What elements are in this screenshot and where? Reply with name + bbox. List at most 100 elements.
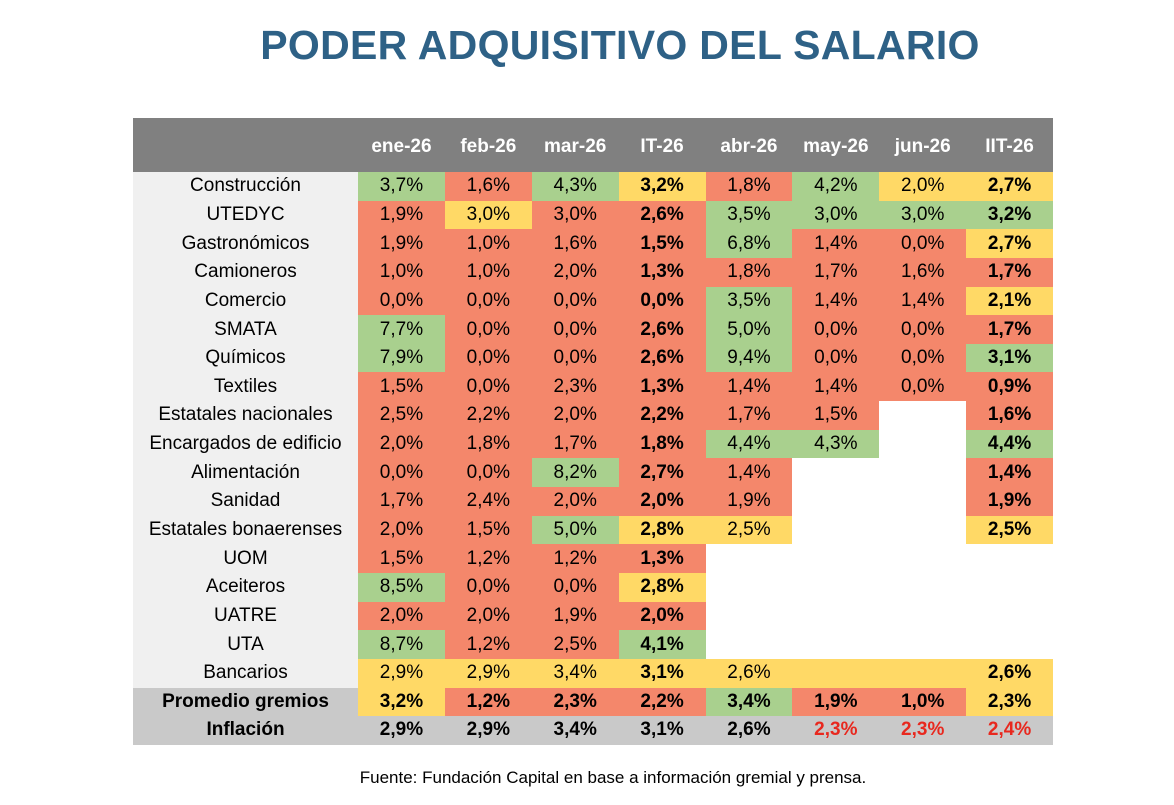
value-cell <box>792 515 880 545</box>
value-cell: 8,2% <box>531 458 619 488</box>
row-label: Sanidad <box>133 487 358 516</box>
value-cell <box>792 572 880 602</box>
value-cell: 0,0% <box>879 315 967 344</box>
value-cell: 2,2% <box>618 687 706 717</box>
table-row: Inflación 2,9% 2,9% 3,4% 3,1% 2,6% 2,3% 2,3% 2,4… <box>133 716 1053 745</box>
value-cell: 1,3% <box>618 372 706 402</box>
value-cell: 0,0% <box>358 286 445 316</box>
row-label: Estatales nacionales <box>133 401 358 430</box>
value-cell: 0,0% <box>879 372 967 402</box>
row-label: SMATA <box>133 315 358 344</box>
value-cell: 1,9% <box>792 687 880 717</box>
value-cell: 1,5% <box>792 401 880 430</box>
value-cell: 1,8% <box>705 257 793 287</box>
table-row: Químicos 7,9% 0,0% 0,0% 2,6% 9,4% 0,0% 0,0% 3,1% <box>133 343 1053 373</box>
value-cell: 1,7% <box>705 401 793 430</box>
value-cell: 3,5% <box>705 286 793 316</box>
table-row: SMATA 7,7% 0,0% 0,0% 2,6% 5,0% 0,0% 0,0% 1,7% <box>133 315 1053 344</box>
value-cell: 2,2% <box>444 401 532 430</box>
row-label: Encargados de edificio <box>133 429 358 459</box>
value-cell: 3,0% <box>879 200 967 230</box>
table-row: Sanidad 1,7% 2,4% 2,0% 2,0% 1,9% 1,9% <box>133 487 1053 516</box>
row-label: Camioneros <box>133 257 358 287</box>
value-cell: 1,9% <box>966 487 1053 516</box>
value-cell: 1,8% <box>705 172 793 201</box>
column-header: IT-26 <box>640 136 684 157</box>
table: ene-26 feb-26 mar-26 IT-26 abr-26 may-26 jun-2… <box>133 118 1053 745</box>
value-cell: 6,8% <box>705 229 793 258</box>
value-cell: 3,4% <box>705 687 793 717</box>
value-cell: 1,9% <box>358 200 445 230</box>
value-cell: 9,4% <box>705 343 793 373</box>
row-label: Promedio gremios <box>133 687 358 717</box>
value-cell: 1,5% <box>618 229 706 258</box>
value-cell: 2,4% <box>444 487 532 516</box>
value-cell: 0,0% <box>792 343 880 373</box>
value-cell: 2,0% <box>531 401 619 430</box>
value-cell: 2,6% <box>618 200 706 230</box>
value-cell: 2,8% <box>618 572 706 602</box>
value-cell: 2,0% <box>444 601 532 631</box>
value-cell: 2,5% <box>358 401 445 430</box>
value-cell <box>879 487 967 516</box>
value-cell: 2,6% <box>705 716 793 745</box>
table-row: Construcción 3,7% 1,6% 4,3% 3,2% 1,8% 4,2% 2,0%… <box>133 172 1053 201</box>
table-row: Camioneros 1,0% 1,0% 2,0% 1,3% 1,8% 1,7% 1,6% 1,… <box>133 257 1053 287</box>
value-cell: 2,5% <box>531 630 619 659</box>
value-cell <box>879 630 967 659</box>
table-row: UATRE 2,0% 2,0% 1,9% 2,0% <box>133 601 1053 631</box>
value-cell: 1,6% <box>966 401 1053 430</box>
value-cell: 2,0% <box>618 601 706 631</box>
column-header: ene-26 <box>371 136 432 157</box>
value-cell: 2,8% <box>618 515 706 545</box>
value-cell: 2,9% <box>444 658 532 688</box>
table-row: Textiles 1,5% 0,0% 2,3% 1,3% 1,4% 1,4% 0,0% 0,9% <box>133 372 1053 402</box>
value-cell: 1,0% <box>879 687 967 717</box>
value-cell: 3,2% <box>966 200 1053 230</box>
value-cell <box>705 572 793 602</box>
value-cell: 1,2% <box>531 544 619 573</box>
value-cell: 1,4% <box>792 372 880 402</box>
value-cell: 1,7% <box>966 315 1053 344</box>
value-cell: 2,0% <box>358 429 445 459</box>
row-label: Gastronómicos <box>133 229 358 258</box>
value-cell: 0,0% <box>531 286 619 316</box>
value-cell: 2,2% <box>618 401 706 430</box>
value-cell: 1,5% <box>358 544 445 573</box>
value-cell: 1,2% <box>444 630 532 659</box>
value-cell: 2,9% <box>358 658 445 688</box>
value-cell: 3,0% <box>531 200 619 230</box>
column-header: may-26 <box>803 136 869 157</box>
table-row: UTA 8,7% 1,2% 2,5% 4,1% <box>133 630 1053 659</box>
value-cell <box>879 658 967 688</box>
value-cell <box>705 630 793 659</box>
value-cell: 1,4% <box>792 229 880 258</box>
value-cell: 4,3% <box>792 429 880 459</box>
value-cell: 2,4% <box>966 716 1053 745</box>
row-label: Construcción <box>133 172 358 201</box>
value-cell <box>705 601 793 631</box>
value-cell: 1,9% <box>531 601 619 631</box>
value-cell: 0,0% <box>879 229 967 258</box>
value-cell: 3,2% <box>358 687 445 717</box>
value-cell: 5,0% <box>531 515 619 545</box>
table-row: Gastronómicos 1,9% 1,0% 1,6% 1,5% 6,8% 1,4% 0,0… <box>133 229 1053 258</box>
value-cell: 2,9% <box>444 716 532 745</box>
value-cell: 1,6% <box>879 257 967 287</box>
column-header: IIT-26 <box>985 136 1034 157</box>
value-cell: 3,4% <box>531 658 619 688</box>
value-cell: 4,4% <box>966 429 1053 459</box>
value-cell: 0,0% <box>444 372 532 402</box>
value-cell: 1,7% <box>531 429 619 459</box>
value-cell: 1,2% <box>444 687 532 717</box>
value-cell: 0,0% <box>792 315 880 344</box>
column-header: jun-26 <box>894 136 951 157</box>
value-cell: 2,0% <box>358 601 445 631</box>
value-cell: 4,4% <box>705 429 793 459</box>
value-cell: 2,3% <box>879 716 967 745</box>
value-cell: 4,3% <box>531 172 619 201</box>
value-cell: 2,1% <box>966 286 1053 316</box>
value-cell: 3,1% <box>618 716 706 745</box>
value-cell: 0,0% <box>531 572 619 602</box>
